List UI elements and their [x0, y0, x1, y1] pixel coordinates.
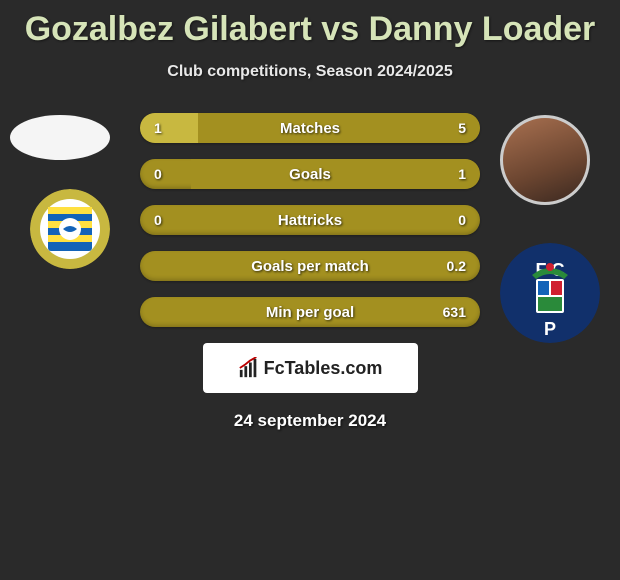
bar-label: Goals per match	[251, 258, 369, 275]
bar-value-right: 1	[458, 166, 466, 182]
bar-value-left: 0	[154, 166, 162, 182]
bar-fill-right	[191, 159, 480, 189]
bar-fill-left	[140, 113, 198, 143]
stat-bar: Min per goal 631	[140, 297, 480, 327]
brand-text: FcTables.com	[264, 358, 383, 379]
brand-box[interactable]: FcTables.com	[203, 343, 418, 393]
stat-bar: 0 Hattricks 0	[140, 205, 480, 235]
stats-area: F C P 1 Matches 5 0 Goals 1 0 Hattricks 0 Goals p…	[0, 111, 620, 451]
subtitle: Club competitions, Season 2024/2025	[0, 63, 620, 81]
bar-label: Min per goal	[266, 304, 354, 321]
player-right-avatar	[500, 115, 590, 205]
player-left-avatar	[10, 115, 110, 160]
date-text: 24 september 2024	[0, 411, 620, 431]
bar-value-right: 0.2	[447, 258, 466, 274]
bar-value-right: 0	[458, 212, 466, 228]
bar-label: Hattricks	[278, 212, 342, 229]
stat-bar: 1 Matches 5	[140, 113, 480, 143]
chart-icon	[238, 357, 260, 379]
stat-bar: Goals per match 0.2	[140, 251, 480, 281]
bar-label: Matches	[280, 120, 340, 137]
bar-value-left: 0	[154, 212, 162, 228]
bar-value-right: 5	[458, 120, 466, 136]
stat-bar: 0 Goals 1	[140, 159, 480, 189]
bar-value-right: 631	[443, 304, 466, 320]
bar-value-left: 1	[154, 120, 162, 136]
page-title: Gozalbez Gilabert vs Danny Loader	[0, 0, 620, 49]
stat-bars: 1 Matches 5 0 Goals 1 0 Hattricks 0 Goals per mat…	[140, 111, 480, 327]
club-left-badge	[30, 189, 110, 269]
club-right-badge: F C P	[500, 243, 600, 343]
svg-text:P: P	[544, 319, 556, 339]
bar-label: Goals	[289, 166, 331, 183]
